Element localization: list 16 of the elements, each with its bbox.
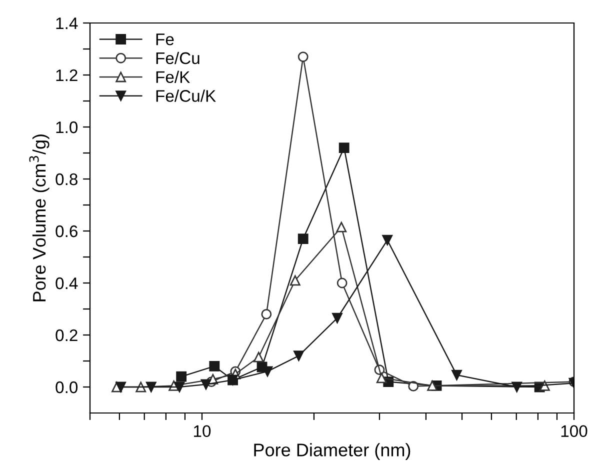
- y-tick-label: 0.2: [56, 329, 78, 342]
- x-axis-title: Pore Diameter (nm): [254, 443, 410, 460]
- y-tick-label: 1.2: [56, 69, 78, 82]
- x-tick-label: 100: [561, 425, 588, 438]
- legend-label: Fe: [156, 34, 174, 46]
- y-tick-label: 0.0: [56, 381, 78, 394]
- y-tick-label: 0.4: [56, 277, 78, 290]
- y-axis-title: Pore Volume (cm$^{3}$/g): [29, 134, 50, 302]
- legend-label: Fe/Cu/K: [156, 90, 216, 102]
- y-tick-label: 0.8: [56, 173, 78, 186]
- legend-label: Fe/Cu: [156, 52, 200, 64]
- legend-label: Fe/K: [156, 70, 190, 83]
- y-tick-label: 0.6: [56, 225, 78, 238]
- x-tick-label: 10: [194, 425, 211, 438]
- y-tick-label: 1.0: [56, 121, 78, 134]
- y-tick-label: 1.4: [56, 18, 78, 30]
